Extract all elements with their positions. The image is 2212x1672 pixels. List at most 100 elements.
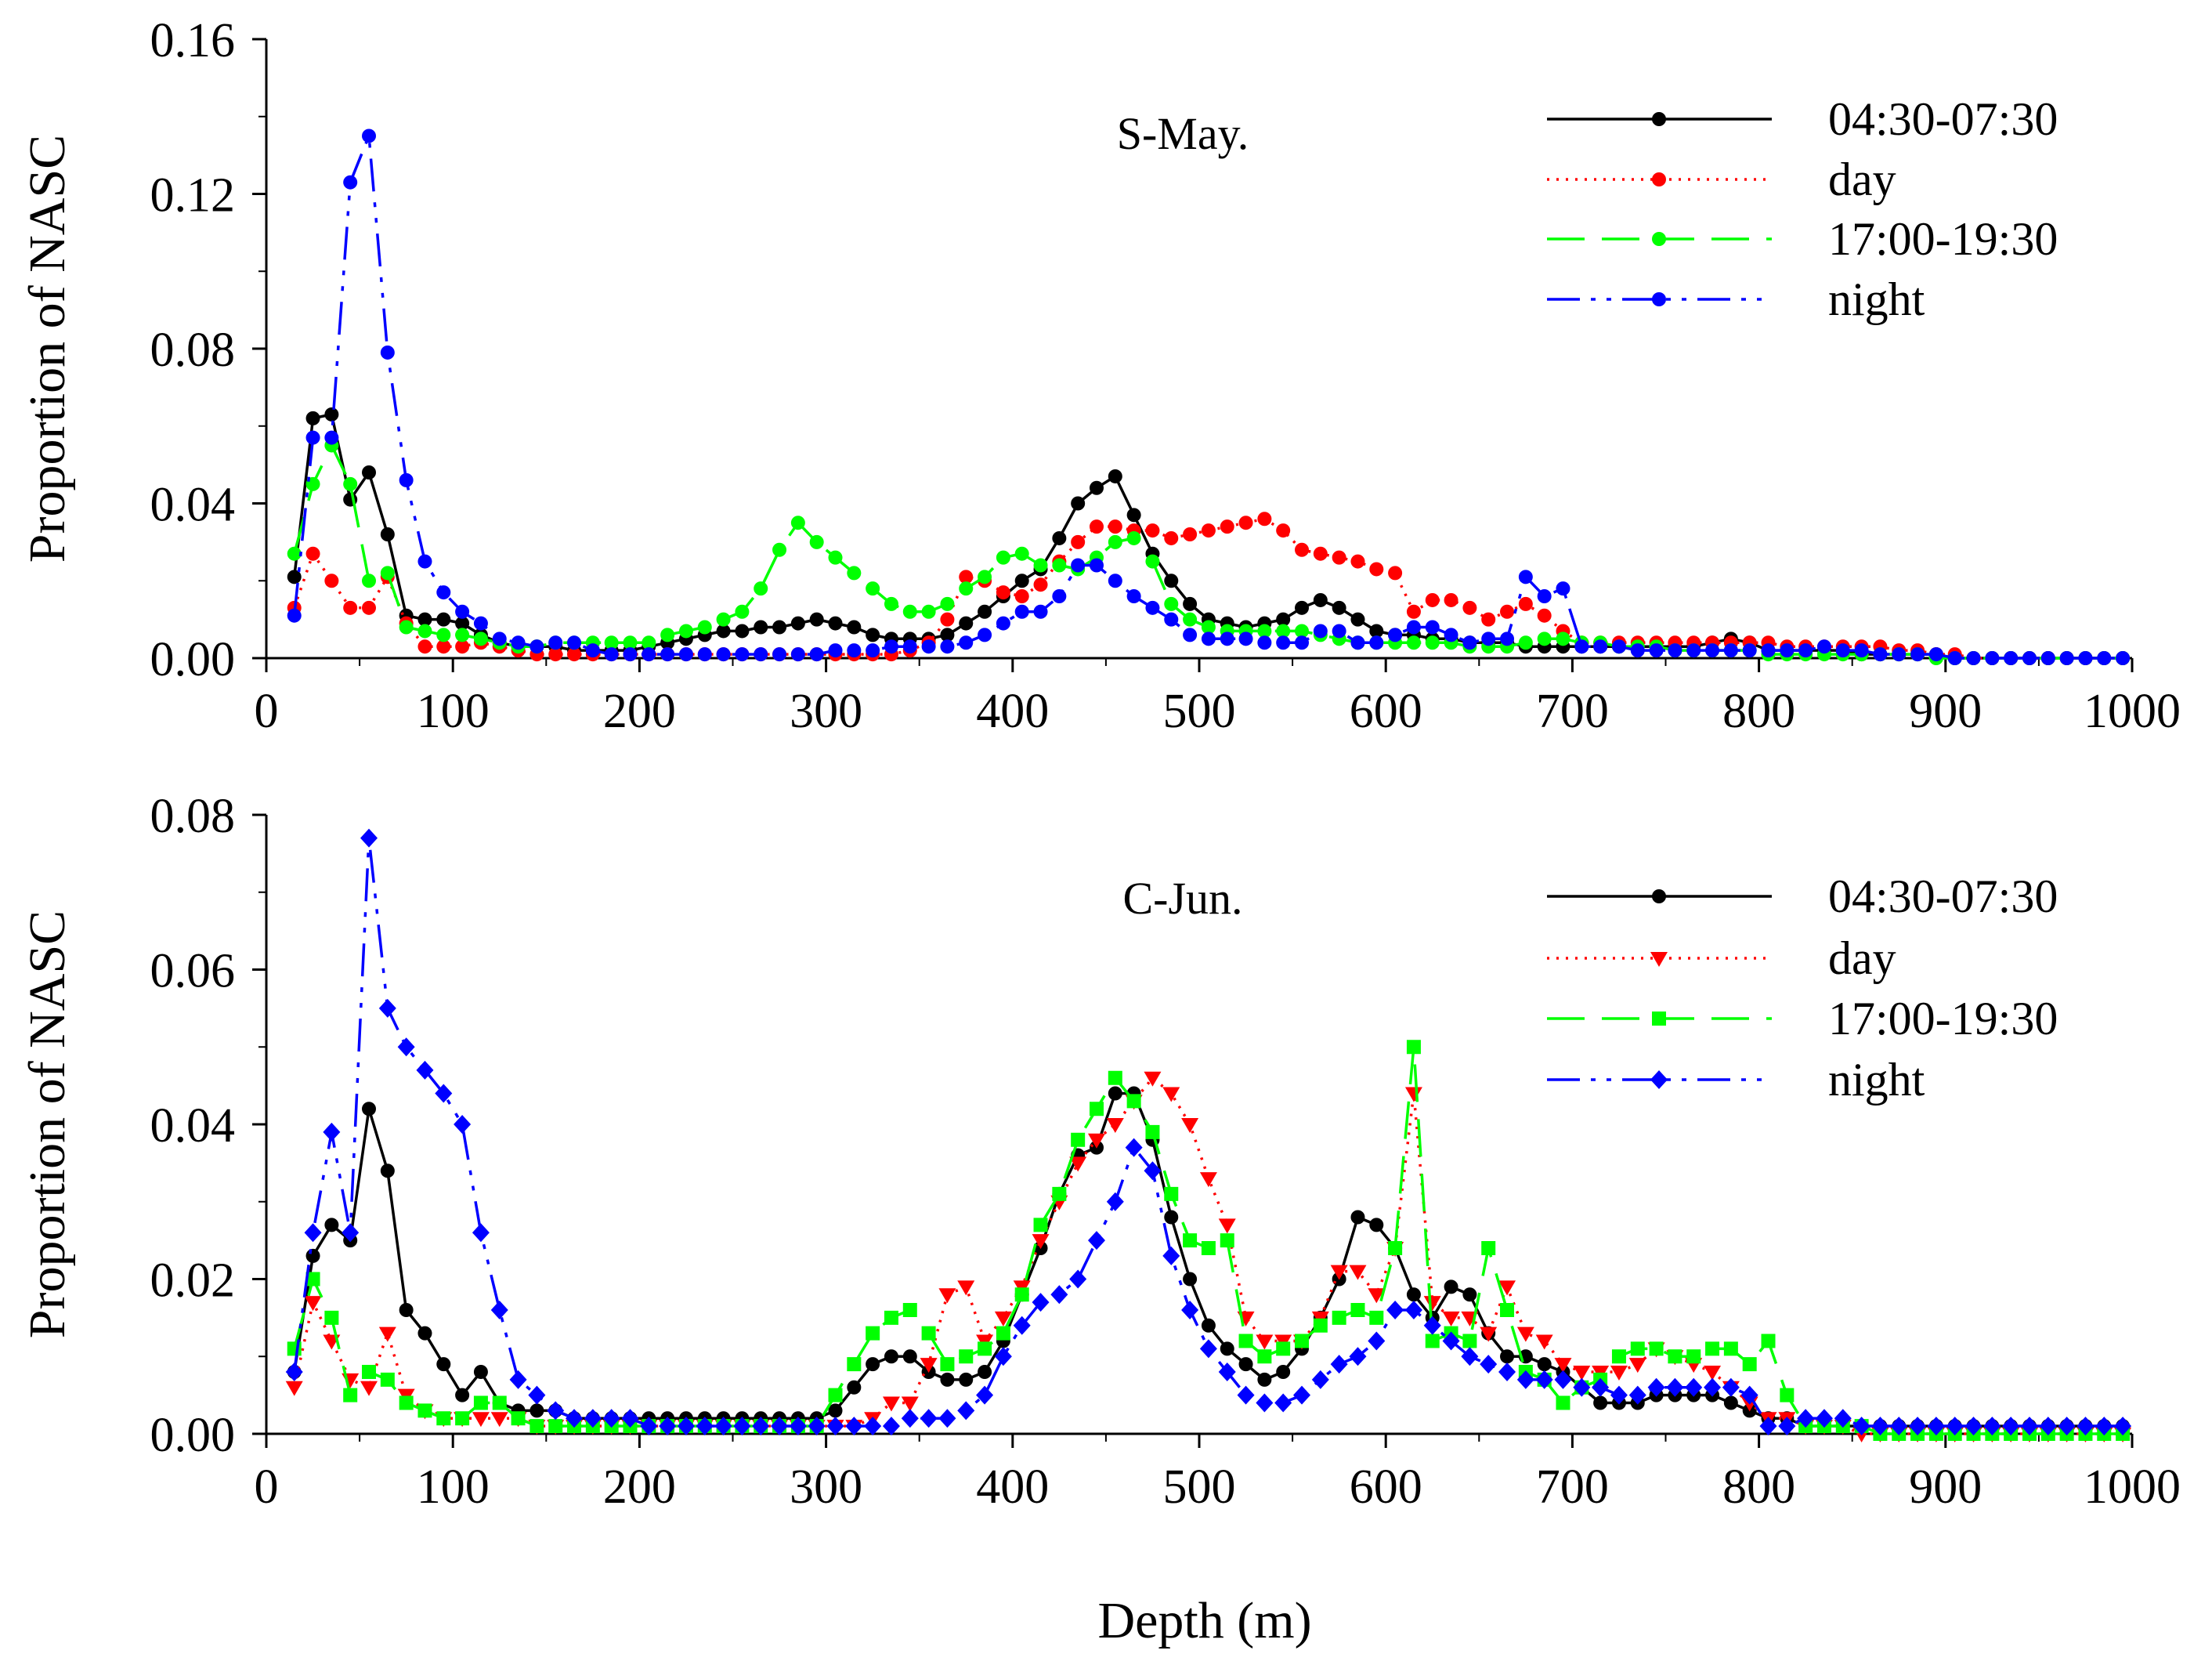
- legend-entry-17-00-19-30: 17:00-19:30: [1547, 993, 2058, 1044]
- data-point: [2059, 651, 2074, 665]
- x-tick-label: 800: [1722, 685, 1795, 738]
- data-point: [2078, 651, 2093, 665]
- y-tick-label: 0.02: [150, 1254, 236, 1308]
- data-point: [604, 635, 619, 650]
- data-point: [567, 635, 582, 650]
- data-point: [2040, 651, 2055, 665]
- data-point: [1985, 651, 2000, 665]
- data-point: [882, 1417, 900, 1436]
- data-point: [1332, 624, 1346, 639]
- data-point: [772, 647, 787, 662]
- data-point: [1611, 639, 1626, 654]
- data-point: [1332, 550, 1346, 565]
- data-point: [287, 570, 302, 584]
- data-point: [1033, 604, 1048, 619]
- data-point: [1145, 523, 1160, 538]
- x-tick-label: 0: [255, 685, 279, 738]
- data-point: [1535, 1334, 1553, 1350]
- data-point: [530, 1419, 544, 1434]
- data-point: [696, 1417, 714, 1436]
- data-point: [940, 1372, 955, 1387]
- legend-entry-day: day: [1547, 154, 1896, 205]
- data-point: [362, 128, 377, 143]
- data-point: [1406, 620, 1421, 635]
- data-point: [472, 1412, 490, 1428]
- data-point: [1388, 566, 1403, 581]
- panel-title: C-Jun.: [1122, 873, 1242, 924]
- data-point: [845, 1417, 863, 1436]
- data-point: [735, 624, 750, 639]
- data-point: [1704, 1377, 1722, 1397]
- data-point: [1311, 1370, 1329, 1389]
- data-point: [399, 1395, 414, 1410]
- y-tick-label: 0.08: [150, 790, 236, 843]
- data-point: [1183, 596, 1198, 611]
- legend-marker: [1650, 952, 1668, 967]
- data-point: [2095, 1417, 2113, 1436]
- data-point: [996, 1326, 1010, 1341]
- data-point: [1237, 1385, 1255, 1405]
- data-point: [417, 1403, 432, 1418]
- data-point: [940, 612, 955, 627]
- data-point: [305, 546, 320, 561]
- data-point: [1368, 1331, 1386, 1351]
- data-point: [847, 620, 862, 635]
- data-point: [772, 542, 787, 557]
- legend-entry-night: night: [1547, 273, 1925, 325]
- data-point: [2039, 1417, 2057, 1436]
- data-point: [1071, 534, 1086, 549]
- data-point: [1257, 1349, 1272, 1364]
- data-point: [920, 1358, 938, 1373]
- data-point: [1873, 647, 1888, 662]
- data-point: [1778, 1417, 1796, 1436]
- data-point: [1032, 1234, 1050, 1250]
- legend-marker: [1652, 112, 1666, 126]
- data-point: [901, 1409, 919, 1428]
- data-point: [847, 1380, 862, 1395]
- data-point: [1126, 530, 1141, 545]
- data-point: [380, 527, 395, 541]
- data-point: [790, 616, 805, 631]
- data-point: [1723, 643, 1738, 658]
- data-point: [1518, 635, 1533, 650]
- data-point: [436, 585, 451, 600]
- data-point: [436, 1357, 451, 1372]
- data-point: [1798, 643, 1813, 658]
- data-point: [1350, 1303, 1365, 1317]
- data-point: [1516, 1326, 1534, 1342]
- data-point: [1126, 589, 1141, 603]
- data-point: [1628, 1358, 1646, 1373]
- data-point: [304, 1296, 322, 1312]
- data-point: [1834, 1409, 1852, 1428]
- data-point: [1162, 1087, 1180, 1102]
- data-point: [343, 476, 358, 491]
- data-point: [1983, 1417, 2001, 1436]
- data-point: [360, 1381, 378, 1396]
- data-point: [1854, 643, 1869, 658]
- data-point: [528, 1385, 546, 1405]
- data-point: [642, 635, 656, 650]
- legend-entry-day: day: [1547, 932, 1896, 984]
- data-point: [809, 647, 824, 662]
- data-point: [1201, 632, 1216, 646]
- data-point: [1274, 1393, 1292, 1413]
- data-point: [957, 1401, 975, 1420]
- data-point: [1425, 635, 1440, 650]
- data-point: [808, 1417, 826, 1436]
- data-point: [1313, 592, 1328, 607]
- data-point: [1705, 643, 1720, 658]
- legend-label: day: [1828, 154, 1896, 205]
- data-point: [1628, 1385, 1646, 1405]
- data-point: [1144, 1071, 1162, 1087]
- data-point: [511, 1411, 526, 1426]
- data-point: [305, 1272, 320, 1287]
- data-point: [436, 628, 451, 642]
- data-point: [1388, 628, 1403, 642]
- data-point: [602, 1409, 620, 1428]
- data-point: [1125, 1138, 1143, 1157]
- data-point: [585, 643, 600, 658]
- data-point: [1313, 624, 1328, 639]
- data-point: [2004, 651, 2019, 665]
- data-point: [716, 612, 731, 627]
- data-point: [324, 574, 339, 588]
